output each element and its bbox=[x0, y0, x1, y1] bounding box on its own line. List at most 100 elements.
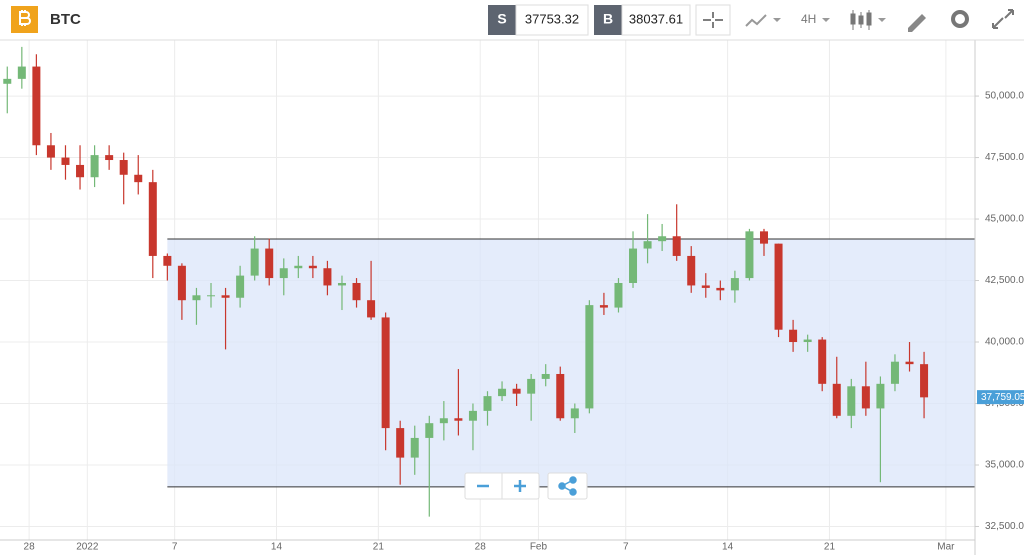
candle-body bbox=[163, 255, 172, 266]
candle-body bbox=[832, 383, 841, 416]
candle-body bbox=[716, 287, 725, 291]
candle-body bbox=[847, 386, 856, 416]
y-tick-label: 50,000.00 bbox=[985, 91, 1024, 102]
candle-body bbox=[556, 373, 565, 419]
x-tick-label: 28 bbox=[24, 542, 36, 553]
crosshair-button[interactable] bbox=[695, 4, 731, 36]
x-tick-label: 14 bbox=[722, 542, 734, 553]
candle-body bbox=[410, 437, 419, 458]
chart-type-icon[interactable] bbox=[745, 14, 767, 27]
candle-body bbox=[541, 373, 550, 379]
candle-body bbox=[905, 361, 914, 365]
candle-body bbox=[585, 305, 594, 409]
candle-body bbox=[687, 255, 696, 286]
draw-icon[interactable] bbox=[908, 14, 926, 32]
toolbar: BTC S 37753.32 B 38037.61 4H bbox=[0, 0, 1024, 41]
crosshair-icon bbox=[703, 12, 723, 28]
candle-body bbox=[439, 418, 448, 424]
candle-body bbox=[672, 236, 681, 256]
candle-body bbox=[658, 236, 667, 242]
candle-body bbox=[599, 305, 608, 308]
dropdown-caret bbox=[773, 18, 781, 22]
candle-body bbox=[396, 428, 405, 458]
candle-body bbox=[498, 388, 507, 397]
candle-body bbox=[119, 160, 128, 175]
candle-body bbox=[250, 248, 259, 276]
candle-body bbox=[483, 396, 492, 411]
last-price-tag bbox=[977, 390, 1024, 405]
dropdown-caret bbox=[822, 18, 830, 22]
x-tick-label: 21 bbox=[824, 542, 836, 553]
candle-body bbox=[265, 248, 274, 279]
candle-body bbox=[61, 157, 70, 165]
candle-body bbox=[774, 243, 783, 330]
y-tick-label: 42,500.00 bbox=[985, 275, 1024, 286]
candle-body bbox=[818, 339, 827, 384]
candle-body bbox=[701, 285, 710, 288]
range-rectangle bbox=[167, 238, 975, 487]
y-tick-label: 35,000.00 bbox=[985, 460, 1024, 471]
interval[interactable]: 4H bbox=[801, 12, 816, 26]
expand-icon[interactable] bbox=[992, 9, 1014, 29]
candle-body bbox=[221, 295, 230, 298]
candle-body bbox=[367, 300, 376, 318]
candle-body bbox=[468, 410, 477, 421]
candle-body bbox=[148, 182, 157, 256]
candle-body bbox=[236, 275, 245, 298]
candle-body bbox=[3, 78, 12, 84]
candle-body bbox=[730, 278, 739, 291]
candle-body bbox=[308, 265, 317, 269]
candle-body bbox=[90, 155, 99, 178]
dropdown-caret bbox=[878, 18, 886, 22]
sell-price-box bbox=[515, 4, 589, 36]
candle-body bbox=[759, 231, 768, 244]
candle-body bbox=[279, 268, 288, 279]
last-price-label: 37,759.05 bbox=[981, 392, 1024, 403]
zoom-controls bbox=[464, 472, 588, 500]
candle-body bbox=[76, 164, 85, 178]
sell-button[interactable] bbox=[488, 5, 516, 35]
x-tick-label: Feb bbox=[530, 542, 548, 553]
buy-button[interactable] bbox=[594, 5, 622, 35]
candle-icon[interactable] bbox=[850, 10, 872, 30]
y-tick-label: 47,500.00 bbox=[985, 152, 1024, 163]
candle-body bbox=[425, 423, 434, 438]
candle-body bbox=[381, 317, 390, 429]
plot-area bbox=[0, 40, 975, 540]
settings-icon[interactable] bbox=[951, 10, 969, 28]
coin-glyph bbox=[19, 10, 31, 26]
zoom-in[interactable] bbox=[514, 480, 526, 492]
candle-body bbox=[861, 386, 870, 409]
share-box bbox=[547, 472, 588, 500]
candle-body bbox=[876, 383, 885, 409]
x-tick-label: Mar bbox=[937, 542, 955, 553]
candle-body bbox=[323, 268, 332, 286]
candle-body bbox=[294, 265, 303, 269]
candle-body bbox=[527, 378, 536, 394]
candle-body bbox=[46, 145, 55, 158]
share-icon[interactable] bbox=[558, 476, 577, 496]
y-tick-label: 45,000.00 bbox=[985, 214, 1024, 225]
candle-body bbox=[454, 418, 463, 421]
x-tick-label: 2022 bbox=[76, 542, 99, 553]
candle-body bbox=[803, 339, 812, 343]
candle-body bbox=[570, 408, 579, 419]
candle-body bbox=[17, 66, 26, 79]
x-tick-label: 21 bbox=[373, 542, 385, 553]
symbol: BTC bbox=[50, 11, 81, 28]
buy-label: B bbox=[603, 11, 613, 27]
candle-body bbox=[105, 155, 114, 161]
candle-body bbox=[337, 282, 346, 286]
buy-price-box bbox=[621, 4, 691, 36]
sell-label: S bbox=[497, 11, 506, 27]
candle-body bbox=[745, 231, 754, 279]
x-tick-label: 28 bbox=[475, 542, 487, 553]
candle-body bbox=[643, 241, 652, 249]
candle-body bbox=[207, 295, 216, 297]
x-tick-label: 7 bbox=[623, 542, 629, 553]
candle-body bbox=[177, 265, 186, 301]
x-tick-label: 7 bbox=[172, 542, 178, 553]
candle-body bbox=[352, 282, 361, 301]
y-tick-label: 32,500.00 bbox=[985, 521, 1024, 532]
